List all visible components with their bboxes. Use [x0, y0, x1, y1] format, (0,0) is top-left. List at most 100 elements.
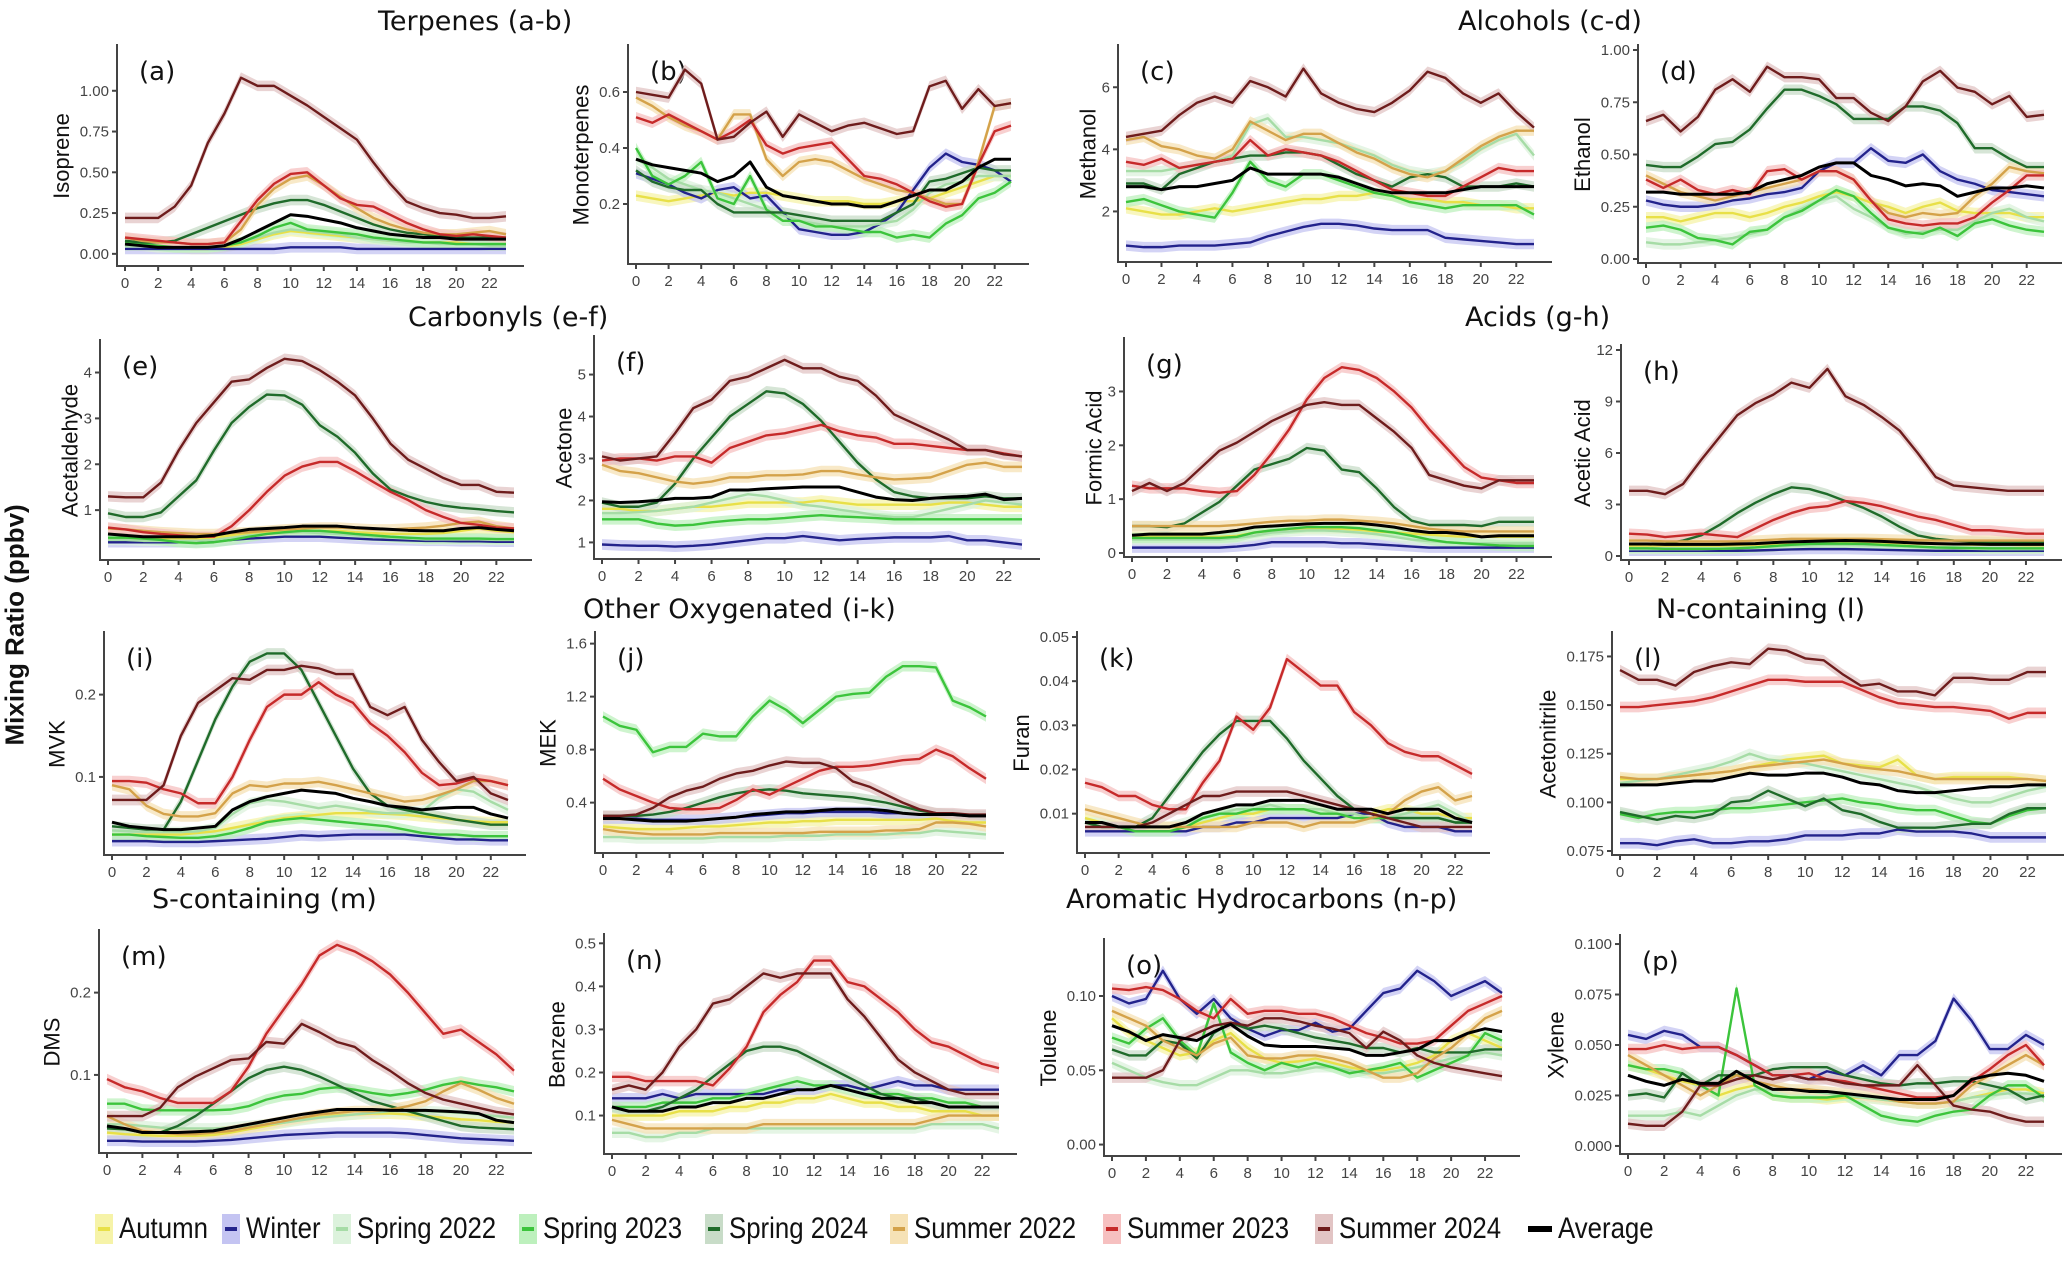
x-tick-label: 22	[2019, 864, 2036, 881]
y-tick-label: 4	[84, 365, 92, 382]
series-line-summer-2024	[1627, 1063, 2044, 1127]
panel-label: (g)	[1146, 350, 1183, 380]
axis-lines	[593, 335, 1040, 560]
x-tick-label: 4	[675, 1163, 683, 1180]
y-tick-label: 1	[1108, 491, 1116, 508]
axis-lines	[1103, 938, 1520, 1157]
y-tick-label: 0.000	[1574, 1138, 1612, 1155]
series-line-spring-2022	[602, 492, 1023, 519]
x-tick-label: 8	[1769, 569, 1777, 586]
x-tick-label: 8	[744, 568, 752, 585]
panel-label: (p)	[1642, 947, 1679, 977]
x-tick-label: 8	[732, 862, 740, 879]
x-tick-label: 2	[154, 275, 162, 292]
x-tick-label: 12	[315, 275, 332, 292]
group-title-terpenes: Terpenes (a-b)	[378, 6, 573, 37]
x-tick-label: 10	[791, 273, 808, 290]
x-tick-label: 8	[1780, 272, 1788, 289]
series-band	[1620, 785, 2046, 834]
series-line-spring-2024	[111, 652, 508, 831]
series-band	[602, 354, 1022, 466]
y-tick-label: 0.4	[566, 795, 587, 812]
series-band	[636, 64, 1011, 145]
x-tick-label: 14	[839, 1163, 856, 1180]
series-line-spring-2023	[107, 1080, 515, 1112]
legend-item-summer-2024: Summer 2024	[1315, 1212, 1509, 1246]
axis-lines	[1076, 631, 1490, 854]
x-tick-label: 0	[1624, 1163, 1632, 1180]
x-tick-label: 18	[1949, 272, 1966, 289]
x-tick-label: 4	[671, 568, 679, 585]
legend-item-spring-2022: Spring 2022	[333, 1212, 501, 1246]
series-line-summer-2023	[612, 959, 1000, 1087]
legend-swatch	[95, 1214, 113, 1244]
x-tick-label: 0	[1081, 862, 1089, 879]
legend-swatch	[1102, 1214, 1121, 1244]
y-tick-label: 3	[84, 410, 92, 427]
y-tick-label: 1.00	[80, 83, 109, 100]
series-line-winter	[112, 833, 508, 844]
x-tick-label: 10	[1811, 272, 1828, 289]
series-line-spring-2024	[1126, 151, 1535, 191]
series-band	[1620, 674, 2046, 725]
x-tick-label: 0	[103, 1162, 111, 1179]
y-axis-label: Toluene	[1036, 1009, 1061, 1086]
x-tick-label: 16	[1401, 271, 1418, 288]
series-band	[603, 660, 986, 758]
series-line-spring-2023	[634, 147, 1012, 239]
x-tick-label: 18	[1945, 864, 1962, 881]
x-tick-label: 8	[1243, 1165, 1251, 1182]
x-tick-label: 6	[1182, 862, 1190, 879]
y-axis-label: Xylene	[1544, 1011, 1569, 1078]
y-tick-label: 0.05	[1040, 629, 1069, 646]
series-line-average	[1111, 1022, 1503, 1057]
y-tick-label: 0.25	[1601, 199, 1630, 216]
series-band	[612, 1088, 999, 1121]
x-tick-label: 6	[1210, 1165, 1218, 1182]
panel-label: (l)	[1634, 644, 1662, 674]
series-line-spring-2024	[1111, 1021, 1502, 1060]
series-line-average	[1085, 798, 1473, 829]
legend-label: Spring 2023	[542, 1212, 683, 1245]
series-band	[112, 660, 508, 806]
x-tick-label: 14	[1880, 272, 1897, 289]
x-tick-label: 22	[1447, 862, 1464, 879]
series-line-summer-2023	[1111, 985, 1503, 1045]
series-line-average	[111, 788, 509, 832]
y-tick-label: 0.10	[1067, 988, 1096, 1005]
y-tick-label: 0.75	[1601, 94, 1630, 111]
x-tick-label: 14	[1341, 1165, 1358, 1182]
x-tick-label: 8	[1769, 1163, 1777, 1180]
series-line-summer-2022	[1629, 537, 2044, 543]
series-line-summer-2023	[1084, 657, 1473, 811]
series-line-spring-2023	[1629, 542, 2044, 550]
x-tick-label: 20	[1982, 569, 1999, 586]
series-line-spring-2023	[108, 529, 514, 545]
x-tick-label: 22	[488, 1162, 505, 1179]
y-tick-label: 0.50	[1601, 147, 1630, 164]
x-tick-label: 18	[894, 862, 911, 879]
x-tick-label: 0	[1616, 864, 1624, 881]
x-tick-label: 8	[1264, 271, 1272, 288]
x-tick-label: 22	[481, 275, 498, 292]
y-tick-label: 2	[578, 492, 586, 509]
series-line-average	[1629, 539, 2044, 546]
x-tick-label: 22	[1508, 566, 1525, 583]
x-tick-label: 22	[2018, 272, 2035, 289]
series-line-spring-2023	[612, 1079, 999, 1109]
x-tick-label: 16	[382, 1162, 399, 1179]
series-band	[108, 353, 514, 503]
x-tick-label: 20	[1443, 1165, 1460, 1182]
legend-item-spring-2024: Spring 2024	[704, 1212, 873, 1246]
y-tick-label: 6	[1102, 79, 1110, 96]
x-tick-label: 22	[2018, 569, 2035, 586]
y-axis-label: MEK	[536, 719, 561, 767]
x-tick-label: 20	[1473, 566, 1490, 583]
y-axis-label: Acetone	[552, 408, 577, 489]
y-axis-label: Monoterpenes	[569, 85, 594, 226]
series-line-autumn	[602, 817, 986, 831]
x-tick-label: 4	[174, 569, 182, 586]
y-tick-label: 0.075	[1574, 987, 1612, 1004]
